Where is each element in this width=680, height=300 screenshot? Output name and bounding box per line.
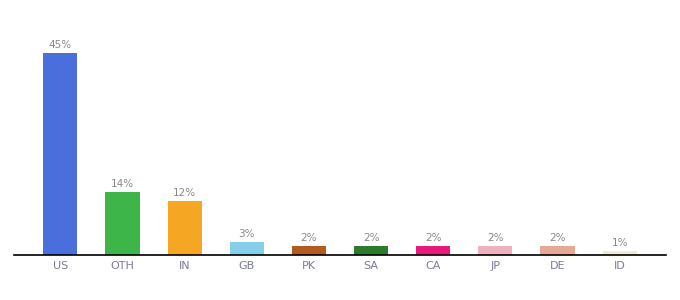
Bar [541, 246, 575, 255]
Text: 2%: 2% [425, 233, 441, 243]
Text: 2%: 2% [549, 233, 566, 243]
Bar [602, 250, 636, 255]
Bar [105, 192, 139, 255]
Text: 45%: 45% [49, 40, 72, 50]
Text: 2%: 2% [487, 233, 504, 243]
Bar [416, 246, 450, 255]
Text: 3%: 3% [239, 229, 255, 239]
Bar [167, 201, 202, 255]
Bar [354, 246, 388, 255]
Text: 12%: 12% [173, 188, 197, 198]
Bar [44, 52, 78, 255]
Text: 2%: 2% [301, 233, 317, 243]
Text: 14%: 14% [111, 179, 134, 189]
Bar [230, 242, 264, 255]
Text: 2%: 2% [363, 233, 379, 243]
Text: 1%: 1% [611, 238, 628, 248]
Bar [292, 246, 326, 255]
Bar [478, 246, 513, 255]
